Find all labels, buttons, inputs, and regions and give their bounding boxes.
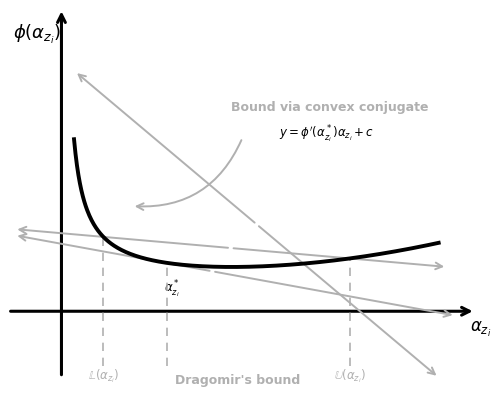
Text: $\boldsymbol{\alpha_{z_i}}$: $\boldsymbol{\alpha_{z_i}}$ <box>470 320 491 340</box>
Text: $\mathbb{L}(\alpha_{z_i})$: $\mathbb{L}(\alpha_{z_i})$ <box>87 368 119 385</box>
Text: $\mathbb{U}(\alpha_{z_i})$: $\mathbb{U}(\alpha_{z_i})$ <box>334 368 366 385</box>
Text: $\phi(\alpha_{z_i})$: $\phi(\alpha_{z_i})$ <box>13 23 61 46</box>
Text: Bound via convex conjugate: Bound via convex conjugate <box>231 101 428 114</box>
Text: $\alpha^*_{z_i}$: $\alpha^*_{z_i}$ <box>164 278 180 300</box>
Text: Dragomir's bound: Dragomir's bound <box>175 374 300 387</box>
Text: $y = \phi'(\alpha^*_{z_i})\alpha_{z_i} + c$: $y = \phi'(\alpha^*_{z_i})\alpha_{z_i} +… <box>279 123 374 145</box>
